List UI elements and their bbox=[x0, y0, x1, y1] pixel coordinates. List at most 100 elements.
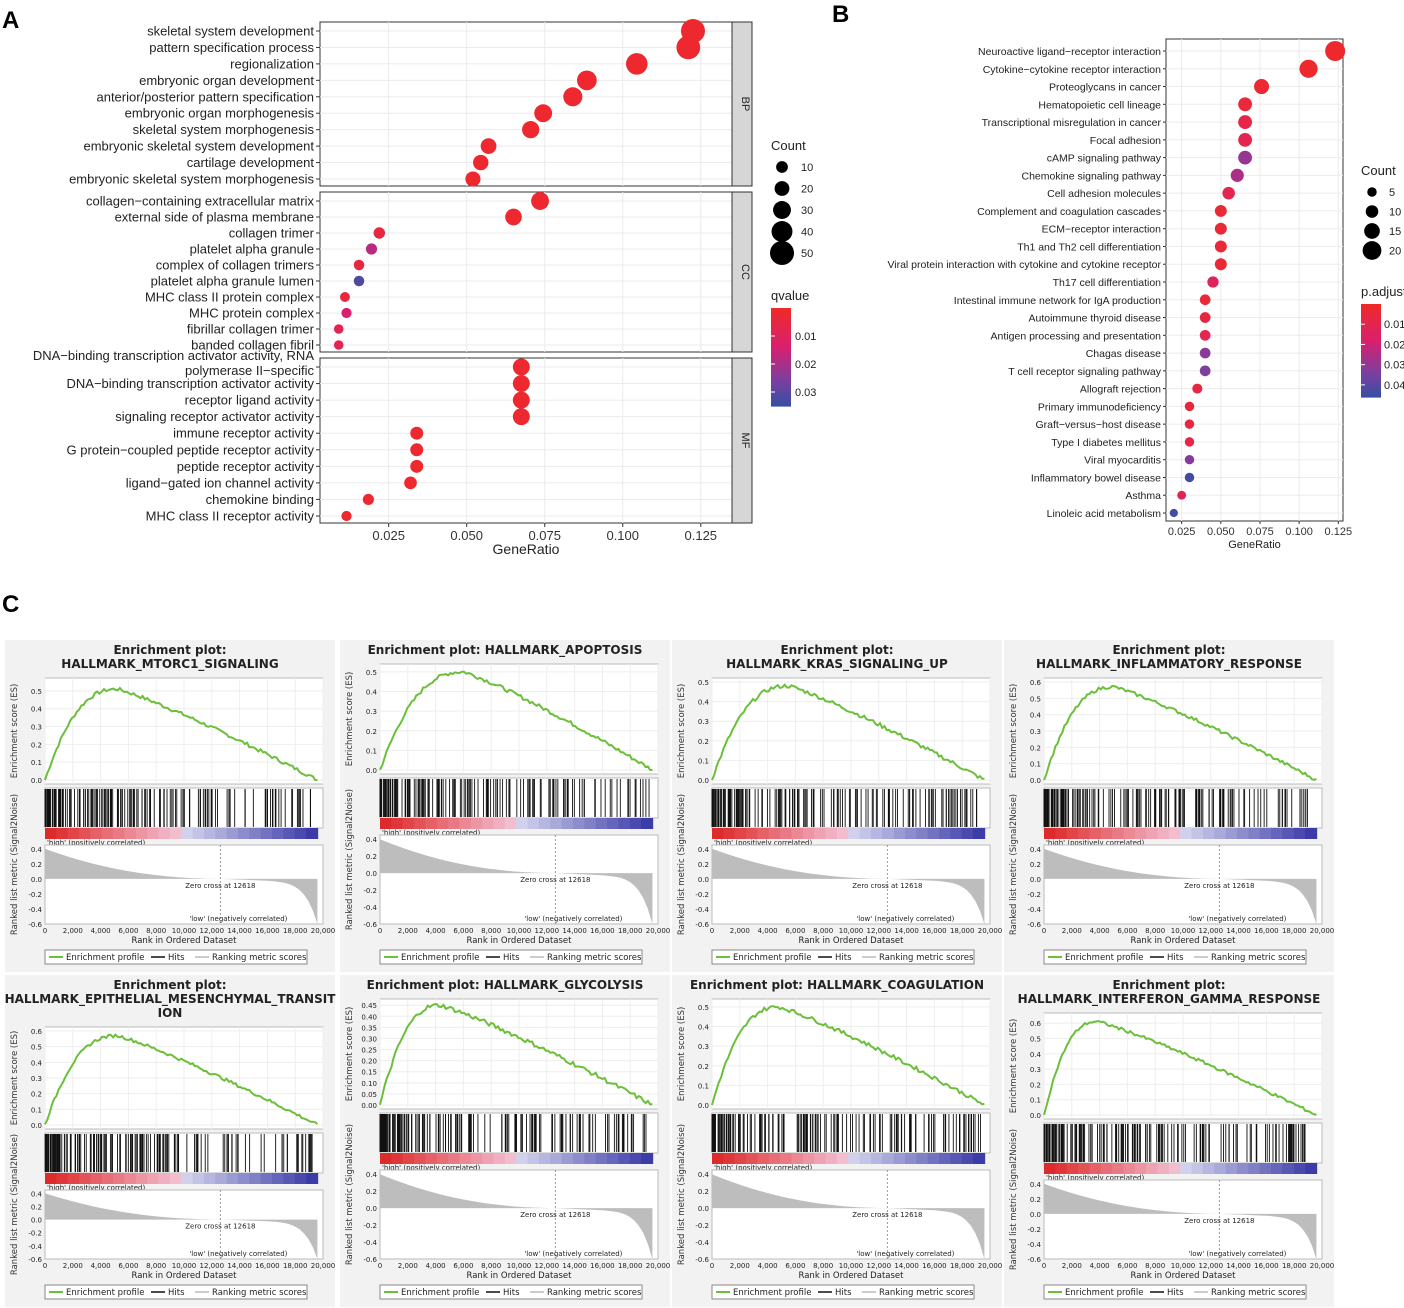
x-tick-label: 18,000 bbox=[950, 927, 975, 935]
rank-color-segment bbox=[436, 1153, 449, 1164]
rank-color-segment bbox=[848, 1153, 861, 1164]
x-tick-label: 20,000 bbox=[978, 927, 1003, 935]
x-tick-label: 2,000 bbox=[63, 1262, 83, 1270]
hits-group bbox=[1043, 789, 1308, 827]
rank-color-segment bbox=[1305, 828, 1318, 839]
rank-color-segment bbox=[1293, 828, 1306, 839]
term-label: embryonic organ morphogenesis bbox=[125, 106, 315, 121]
legend-profile: Enrichment profile bbox=[1065, 953, 1143, 963]
rank-color-segment bbox=[584, 1153, 597, 1164]
dot bbox=[531, 192, 549, 210]
rank-color-segment bbox=[1168, 1163, 1181, 1174]
legend-profile: Enrichment profile bbox=[66, 953, 144, 963]
metric-tick-label: 0.0 bbox=[698, 876, 709, 884]
term-label: ECM−receptor interaction bbox=[1042, 224, 1162, 236]
rank-color-segment bbox=[1214, 1163, 1227, 1174]
rank-color-segment bbox=[802, 1153, 815, 1164]
dot bbox=[465, 171, 481, 187]
colorbar-step bbox=[771, 339, 791, 343]
low-label: 'low' (negatively correlated) bbox=[856, 1250, 954, 1258]
x-tick-label: 8,000 bbox=[813, 1262, 833, 1270]
dot bbox=[1199, 347, 1211, 359]
x-tick-label: 4,000 bbox=[758, 1262, 778, 1270]
gsea-plot: Enrichment plot:HALLMARK_INTERFERON_GAMM… bbox=[1004, 975, 1334, 1307]
x-tick-label: 16,000 bbox=[255, 927, 280, 935]
rank-color-segment bbox=[723, 1153, 736, 1164]
term-label: MHC class II receptor activity bbox=[146, 509, 315, 524]
low-label: 'low' (negatively correlated) bbox=[856, 915, 954, 923]
rank-color-segment bbox=[550, 1153, 563, 1164]
es-tick-label: 0.05 bbox=[361, 1091, 377, 1099]
rank-color-segment bbox=[973, 828, 986, 839]
colorbar-step bbox=[771, 374, 791, 378]
legend-hits: Hits bbox=[835, 1288, 852, 1298]
rank-color-segment bbox=[950, 828, 963, 839]
rank-color-segment bbox=[135, 828, 148, 839]
rank-color-segment bbox=[882, 1153, 895, 1164]
es-tick-label: 0.45 bbox=[361, 1002, 377, 1010]
rank-color-segment bbox=[1259, 1163, 1272, 1174]
es-curve bbox=[379, 670, 653, 771]
high-label: 'high' (positively correlated) bbox=[1046, 839, 1144, 847]
legend-size-dot bbox=[770, 241, 794, 265]
dot bbox=[1184, 437, 1195, 447]
hits-group bbox=[44, 789, 312, 827]
term-label: banded collagen fibril bbox=[191, 338, 314, 353]
term-label: peptide receptor activity bbox=[177, 459, 315, 474]
x-tick-label: 12,000 bbox=[535, 927, 560, 935]
rank-color-segment bbox=[1055, 1163, 1068, 1174]
legend-size-label: 15 bbox=[1389, 226, 1401, 238]
facet-mf: DNA−binding transcription activator acti… bbox=[33, 348, 753, 524]
colorbar-step bbox=[771, 347, 791, 351]
colorbar-step bbox=[771, 312, 791, 316]
facet-frame bbox=[319, 191, 733, 353]
colorbar-step bbox=[1361, 359, 1381, 363]
dot bbox=[353, 259, 365, 271]
rank-color-segment bbox=[859, 1153, 872, 1164]
dot bbox=[505, 208, 522, 226]
x-tick-label: 12,000 bbox=[1199, 1262, 1224, 1270]
dot bbox=[1238, 150, 1253, 165]
dot bbox=[1169, 508, 1178, 518]
rank-color-segment bbox=[723, 828, 736, 839]
colorbar-step bbox=[771, 383, 791, 387]
x-tick-label: 18,000 bbox=[283, 927, 308, 935]
x-tick-label: 0 bbox=[378, 1262, 382, 1270]
legend-box bbox=[379, 1284, 643, 1300]
rank-color-segment bbox=[147, 1173, 160, 1184]
x-tick-label: 12,000 bbox=[200, 1262, 225, 1270]
es-tick-label: 0.4 bbox=[1030, 1051, 1042, 1059]
dot bbox=[1207, 276, 1219, 288]
es-curve bbox=[1043, 1019, 1317, 1116]
es-tick-label: 0.5 bbox=[31, 1044, 42, 1052]
legend-size-dot bbox=[771, 221, 793, 242]
es-tick-label: 0.00 bbox=[361, 1102, 377, 1110]
x-tick-label: 10,000 bbox=[172, 1262, 197, 1270]
legend-box bbox=[711, 1284, 975, 1300]
legend-box bbox=[1043, 949, 1307, 965]
x-tick-label: 16,000 bbox=[1254, 1262, 1279, 1270]
colorbar-step bbox=[771, 327, 791, 331]
rank-color-segment bbox=[504, 1153, 517, 1164]
term-label: receptor ligand activity bbox=[185, 393, 315, 408]
panel-b-dotplot: Neuroactive ligand−receptor interaction C… bbox=[887, 38, 1404, 551]
es-axis-title: Enrichment score (ES) bbox=[345, 672, 355, 767]
legend-box bbox=[711, 949, 975, 965]
es-axis-title: Enrichment score (ES) bbox=[10, 1031, 20, 1126]
metric-tick-label: 0.4 bbox=[698, 846, 710, 854]
rank-color-segment bbox=[306, 828, 319, 839]
rank-color-segment bbox=[561, 1153, 574, 1164]
colorbar-step bbox=[1361, 331, 1381, 335]
x-tick-label: 12,000 bbox=[867, 927, 892, 935]
colorbar-step bbox=[1361, 327, 1381, 331]
metric-tick-label: 0.0 bbox=[1030, 1211, 1041, 1219]
metric-axis-title: Ranked list metric (Signal2Noise) bbox=[1009, 1129, 1019, 1270]
term-label: Transcriptional misregulation in cancer bbox=[982, 117, 1162, 129]
high-label: 'high' (positively correlated) bbox=[714, 839, 812, 847]
rank-color-segment bbox=[113, 1173, 126, 1184]
colorbar-step bbox=[1361, 320, 1381, 324]
dot bbox=[1184, 401, 1195, 412]
x-tick-label: 20,000 bbox=[978, 1262, 1003, 1270]
rank-color-segment bbox=[1134, 1163, 1147, 1174]
rank-color-segment bbox=[1236, 828, 1250, 839]
